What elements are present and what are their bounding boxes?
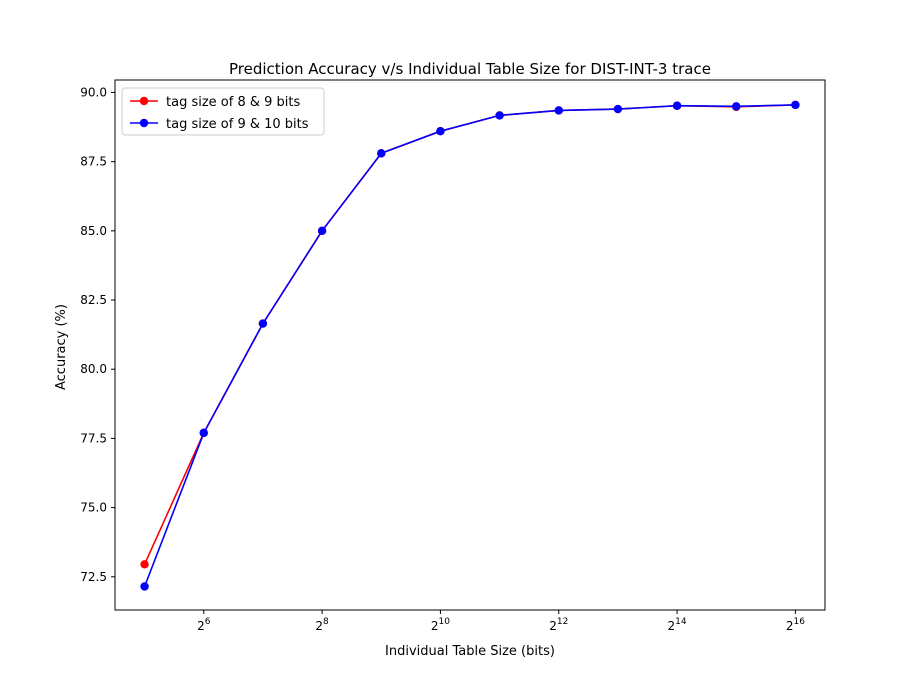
y-tick-label: 72.5 [80,570,107,584]
x-tick-label: 28 [315,617,329,633]
x-tick-base: 2 [549,619,557,633]
series-2-point [613,104,623,114]
x-tick-label: 26 [197,617,211,633]
x-tick-base: 2 [197,619,205,633]
series-2-point [672,101,682,110]
legend-marker-1 [139,96,149,106]
x-tick-base: 2 [786,619,794,633]
y-tick-label: 85.0 [80,224,107,238]
y-tick-label: 77.5 [80,431,107,445]
chart-title: Prediction Accuracy v/s Individual Table… [229,60,711,78]
y-tick-label: 82.5 [80,293,107,307]
y-tick-label: 80.0 [80,362,107,376]
series-2-point [199,428,208,438]
plot-area: 72.575.077.580.082.585.087.590.026 28 210 2… [80,79,826,633]
series-line-2 [143,104,796,587]
legend-box [121,87,325,136]
series-2-point [436,127,445,136]
series-2-point [258,319,268,328]
x-tick-label: 210 [431,617,450,633]
series-2-point [317,226,327,236]
x-tick-exponent: 6 [205,617,211,627]
x-tick-label: 212 [549,617,568,633]
series-2-point [732,102,741,111]
y-tick-label: 90.0 [80,85,107,99]
series-2-point [554,106,563,115]
series-2-point [791,100,800,110]
x-tick-exponent: 12 [557,617,568,627]
y-tick-label: 87.5 [80,155,107,169]
series-2-point [140,582,149,591]
x-tick-base: 2 [668,619,676,633]
legend-label-1: tag size of 8 & 9 bits [166,95,300,110]
x-tick-exponent: 16 [794,617,806,627]
x-axis-label: Individual Table Size (bits) [385,644,555,659]
x-tick-label: 214 [668,617,687,633]
y-tick-label: 75.0 [80,501,107,515]
plot-frame [114,79,826,611]
x-tick-base: 2 [431,619,439,633]
legend-marker-2 [139,118,149,128]
series-2-point [377,149,386,158]
x-tick-exponent: 14 [675,617,687,627]
x-tick-base: 2 [315,619,323,633]
series-2-point [495,111,504,120]
series-1-point [140,560,149,569]
legend-label-2: tag size of 9 & 10 bits [166,117,309,132]
legend: tag size of 8 & 9 bits tag size of 9 & 10… [121,87,325,136]
x-tick-label: 216 [786,617,805,633]
y-axis-label: Accuracy (%) [54,304,69,390]
x-tick-exponent: 10 [439,617,451,627]
x-tick-exponent: 8 [323,617,329,627]
